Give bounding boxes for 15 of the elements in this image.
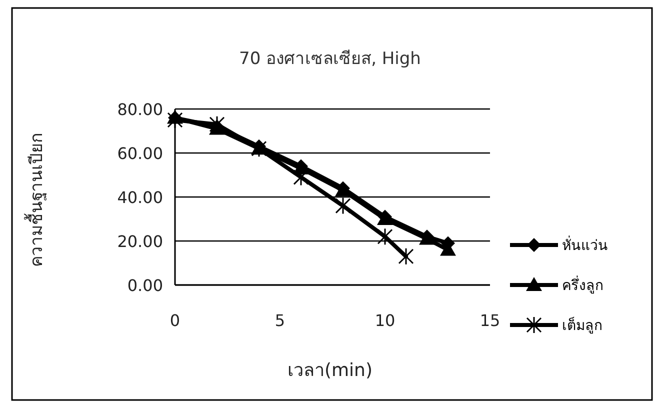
y-axis-title: ความชื้นฐานเปียก [24,133,47,267]
legend-label: หั่นแว่น [562,236,608,254]
legend-label: ครึ่งลูก [562,276,603,294]
x-tick-label: 0 [170,311,180,330]
y-tick-label: 80.00 [117,100,163,119]
x-axis-title: เวลา(min) [288,360,372,381]
y-tick-label: 0.00 [127,276,163,295]
y-tick-label: 40.00 [117,188,163,207]
chart-title: 70 องศาเซลเซียส, High [239,49,421,69]
x-tick-label: 5 [274,311,286,330]
x-tick-label: 10 [374,311,396,330]
y-tick-label: 60.00 [117,144,163,163]
legend-label: เต็มลูก [562,316,602,334]
x-tick-label: 15 [480,311,500,330]
y-tick-label: 20.00 [117,232,163,251]
